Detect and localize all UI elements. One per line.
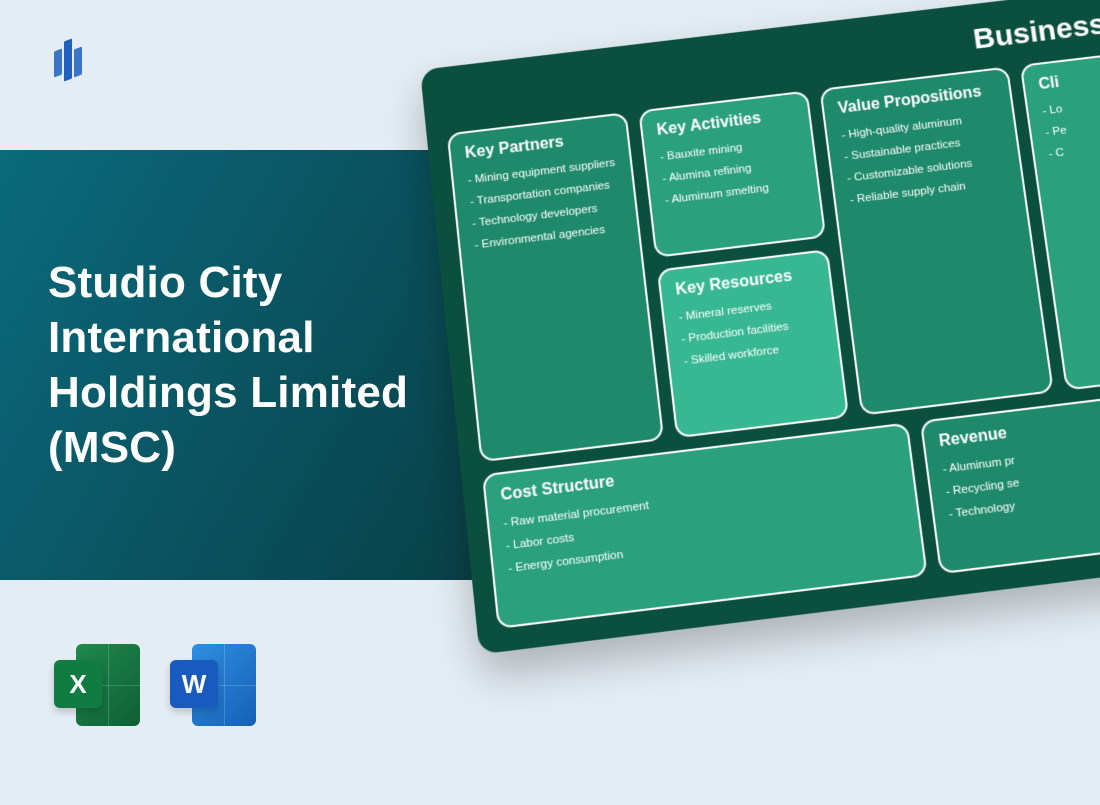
box-list: Mining equipment suppliersTransportation… <box>467 153 625 257</box>
logo-bar-icon <box>74 47 82 78</box>
box-list: LoPeC <box>1041 83 1100 166</box>
box-value-propositions: Value Propositions High-quality aluminum… <box>819 66 1054 415</box>
business-model-card: Business Model Key Partners Mining equip… <box>420 0 1100 654</box>
box-list: Mineral reservesProduction facilitiesSki… <box>678 291 825 374</box>
excel-letter: X <box>54 660 102 708</box>
logo-bar-icon <box>64 39 72 82</box>
excel-icon: X <box>54 640 144 730</box>
word-icon: W <box>170 640 260 730</box>
app-icons-row: X W <box>54 640 260 730</box>
canvas-stage: Business Model Key Partners Mining equip… <box>420 70 1100 710</box>
brand-logo <box>54 36 94 86</box>
canvas-mid-column: Key Activities Bauxite miningAlumina ref… <box>638 90 849 438</box>
box-key-activities: Key Activities Bauxite miningAlumina ref… <box>638 90 826 257</box>
box-heading: Cli <box>1038 58 1100 94</box>
box-revenue: Revenue Aluminum prRecycling seTechnolog… <box>920 378 1100 575</box>
word-letter: W <box>170 660 218 708</box>
logo-bar-icon <box>54 49 62 78</box>
box-list: High-quality aluminumSustainable practic… <box>840 107 1009 211</box>
box-key-partners: Key Partners Mining equipment suppliersT… <box>447 112 664 462</box>
box-list: Bauxite miningAlumina refiningAluminum s… <box>659 131 805 212</box>
box-key-resources: Key Resources Mineral reservesProduction… <box>657 249 849 438</box>
